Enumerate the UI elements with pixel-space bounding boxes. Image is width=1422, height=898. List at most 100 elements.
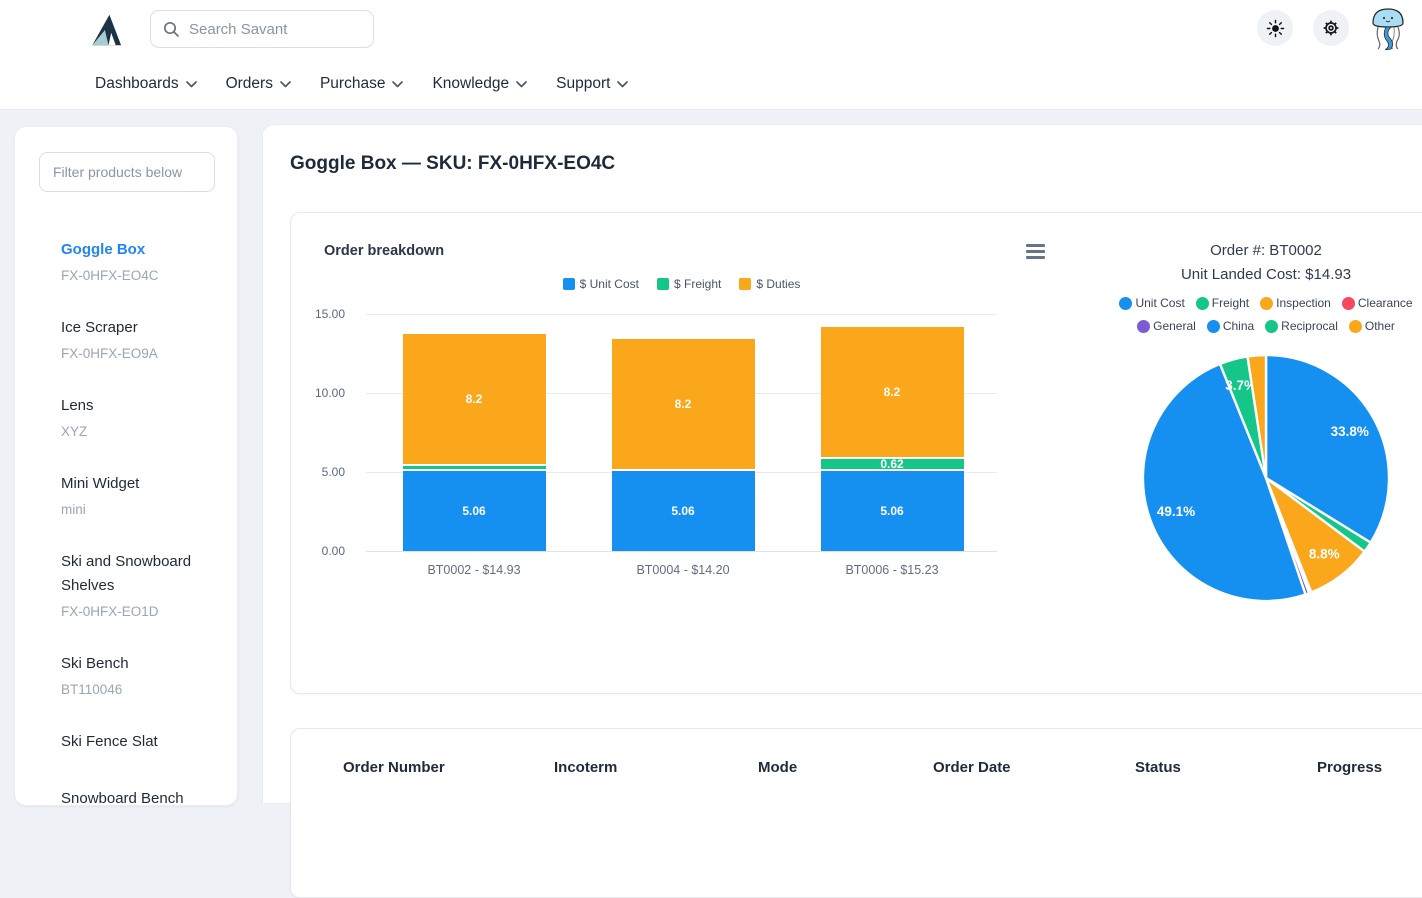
nav-item[interactable]: Purchase xyxy=(319,75,404,93)
product-name: Snowboard Bench xyxy=(61,790,184,807)
legend-label: $ Unit Cost xyxy=(579,277,639,291)
pie-legend-dot-icon xyxy=(1206,319,1220,333)
table-header-incoterm: Incoterm xyxy=(554,759,618,776)
user-avatar-jellyfish[interactable] xyxy=(1368,6,1408,50)
nav-item-label: Support xyxy=(556,75,611,92)
product-code: BT110046 xyxy=(61,682,123,697)
chevron-down-icon xyxy=(516,80,527,87)
nav-item-label: Orders xyxy=(225,75,273,92)
pie-legend-item: China xyxy=(1206,319,1254,333)
bar-segment-duties[interactable]: 8.2 xyxy=(611,339,755,471)
chevron-down-icon xyxy=(617,80,629,87)
search-input[interactable] xyxy=(189,20,349,38)
product-list-item[interactable]: Goggle Box FX-0HFX-EO4C xyxy=(15,222,237,300)
product-list-item[interactable]: Ski Bench BT110046 xyxy=(15,636,237,714)
pie-slice-other[interactable] xyxy=(1246,353,1268,480)
product-list-item[interactable]: Ski Fence Slat xyxy=(15,714,237,771)
product-list-item[interactable]: Lens XYZ xyxy=(15,378,237,456)
legend-item: $ Duties xyxy=(739,277,800,291)
main-nav: Dashboards Orders Purchase Knowledge Sup… xyxy=(95,64,629,104)
bar-value-label: 8.2 xyxy=(674,397,692,411)
chart-card-title: Order breakdown xyxy=(324,243,445,259)
product-sidebar: Goggle Box FX-0HFX-EO4C Ice Scraper FX-0… xyxy=(14,126,238,807)
product-name: Goggle Box xyxy=(61,241,146,258)
product-name: Ski and Snowboard Shelves xyxy=(61,553,192,594)
pie-legend-label: Freight xyxy=(1211,296,1250,310)
pie-legend-label: Reciprocal xyxy=(1281,319,1338,333)
gridline xyxy=(366,551,997,552)
product-filter-input[interactable] xyxy=(39,152,215,192)
bar-value-label: 5.06 xyxy=(462,504,486,518)
nav-item[interactable]: Orders xyxy=(226,75,291,93)
product-name: Ski Bench xyxy=(61,655,129,672)
bar-segment-unitcost[interactable]: 5.06 xyxy=(611,471,755,551)
table-header-mode: Mode xyxy=(758,759,798,776)
product-list-item[interactable]: Ice Scraper FX-0HFX-EO9A xyxy=(15,300,237,378)
bar-BT0002[interactable]: 5.06 8.2 xyxy=(402,334,546,551)
pie-legend-dot-icon xyxy=(1341,296,1355,310)
product-code: mini xyxy=(61,502,86,517)
chart-menu-icon[interactable] xyxy=(1026,244,1045,259)
y-axis-tick: 5.00 xyxy=(321,465,345,479)
nav-item[interactable]: Dashboards xyxy=(95,75,197,93)
legend-label: $ Freight xyxy=(673,277,722,291)
product-name: Ski Fence Slat xyxy=(61,733,158,750)
x-axis-label: BT0006 - $15.23 xyxy=(845,563,939,577)
pie-order-title: Order #: BT0002 xyxy=(1210,242,1322,259)
chevron-down-icon xyxy=(280,80,291,87)
bar-BT0004[interactable]: 5.06 8.2 xyxy=(611,339,755,551)
product-list-item[interactable]: Mini Widget mini xyxy=(15,456,237,534)
legend-swatch-icon xyxy=(562,278,575,290)
bar-segment-freight[interactable] xyxy=(402,466,546,471)
pie-legend-label: Inspection xyxy=(1276,296,1331,310)
pie-slice-label: 8.8% xyxy=(1309,547,1340,562)
top-header: Dashboards Orders Purchase Knowledge Sup… xyxy=(0,0,1422,110)
nav-item-label: Dashboards xyxy=(95,75,179,92)
pie-slice-china[interactable] xyxy=(1141,362,1307,603)
pie-legend-label: Clearance xyxy=(1357,296,1413,310)
pie-legend-label: Other xyxy=(1364,319,1395,333)
pie-legend-item: Unit Cost xyxy=(1119,296,1185,310)
pie-landed-cost: Unit Landed Cost: $14.93 xyxy=(1180,266,1352,283)
orders-table-card: Order Number Incoterm Mode Order Date Status… xyxy=(290,728,1422,898)
product-name: Mini Widget xyxy=(61,475,140,492)
legend-swatch-icon xyxy=(739,278,752,290)
table-header-status: Status xyxy=(1135,759,1181,776)
gear-icon xyxy=(1323,20,1339,36)
main-panel: Goggle Box — SKU: FX-0HFX-EO4C Order bre… xyxy=(262,124,1422,898)
chevron-down-icon xyxy=(392,80,404,87)
product-list-item[interactable]: Ski and Snowboard Shelves FX-0HFX-EO1D xyxy=(15,534,237,636)
bar-BT0006[interactable]: 5.06 0.62 8.2 xyxy=(820,327,964,551)
table-header-progress: Progress xyxy=(1317,759,1383,776)
pie-slice-label: 3.7% xyxy=(1225,378,1256,393)
bar-segment-unitcost[interactable]: 5.06 xyxy=(402,471,546,551)
bar-chart-legend: $ Unit Cost $ Freight $ Duties xyxy=(366,277,997,291)
stacked-bar-chart: 5.06 8.2 5.06 8.2 5.06 0.62 8.2 xyxy=(366,314,997,552)
pie-legend-dot-icon xyxy=(1265,319,1279,333)
bar-value-label: 8.2 xyxy=(465,392,483,406)
product-name: Ice Scraper xyxy=(61,319,138,336)
nav-item[interactable]: Knowledge xyxy=(432,75,527,93)
app-logo-icon[interactable] xyxy=(86,12,122,48)
x-axis-label: BT0004 - $14.20 xyxy=(636,563,730,577)
bar-value-label: 8.2 xyxy=(883,385,901,399)
y-axis-tick: 0.00 xyxy=(321,544,345,558)
bar-segment-duties[interactable]: 8.2 xyxy=(820,327,964,459)
pie-legend-item: Reciprocal xyxy=(1265,319,1338,333)
bar-segment-freight[interactable]: 0.62 xyxy=(820,457,964,471)
theme-toggle-button[interactable] xyxy=(1257,10,1293,46)
pie-legend-dot-icon xyxy=(1119,296,1133,310)
bar-segment-unitcost[interactable]: 5.06 xyxy=(820,471,964,551)
order-breakdown-card: Order breakdown $ Unit Cost $ Freight $ … xyxy=(290,212,1422,694)
settings-button[interactable] xyxy=(1313,10,1349,46)
product-code: FX-0HFX-EO1D xyxy=(61,604,159,619)
pie-legend-row: General China Reciprocal Other xyxy=(1101,319,1422,333)
nav-item-label: Knowledge xyxy=(432,75,510,92)
legend-label: $ Duties xyxy=(756,277,801,291)
legend-swatch-icon xyxy=(656,278,669,290)
nav-item-label: Purchase xyxy=(319,75,386,92)
bar-segment-duties[interactable]: 8.2 xyxy=(402,334,546,466)
pie-legend-label: General xyxy=(1153,319,1196,333)
global-search[interactable] xyxy=(150,10,374,48)
nav-item[interactable]: Support xyxy=(556,75,629,93)
